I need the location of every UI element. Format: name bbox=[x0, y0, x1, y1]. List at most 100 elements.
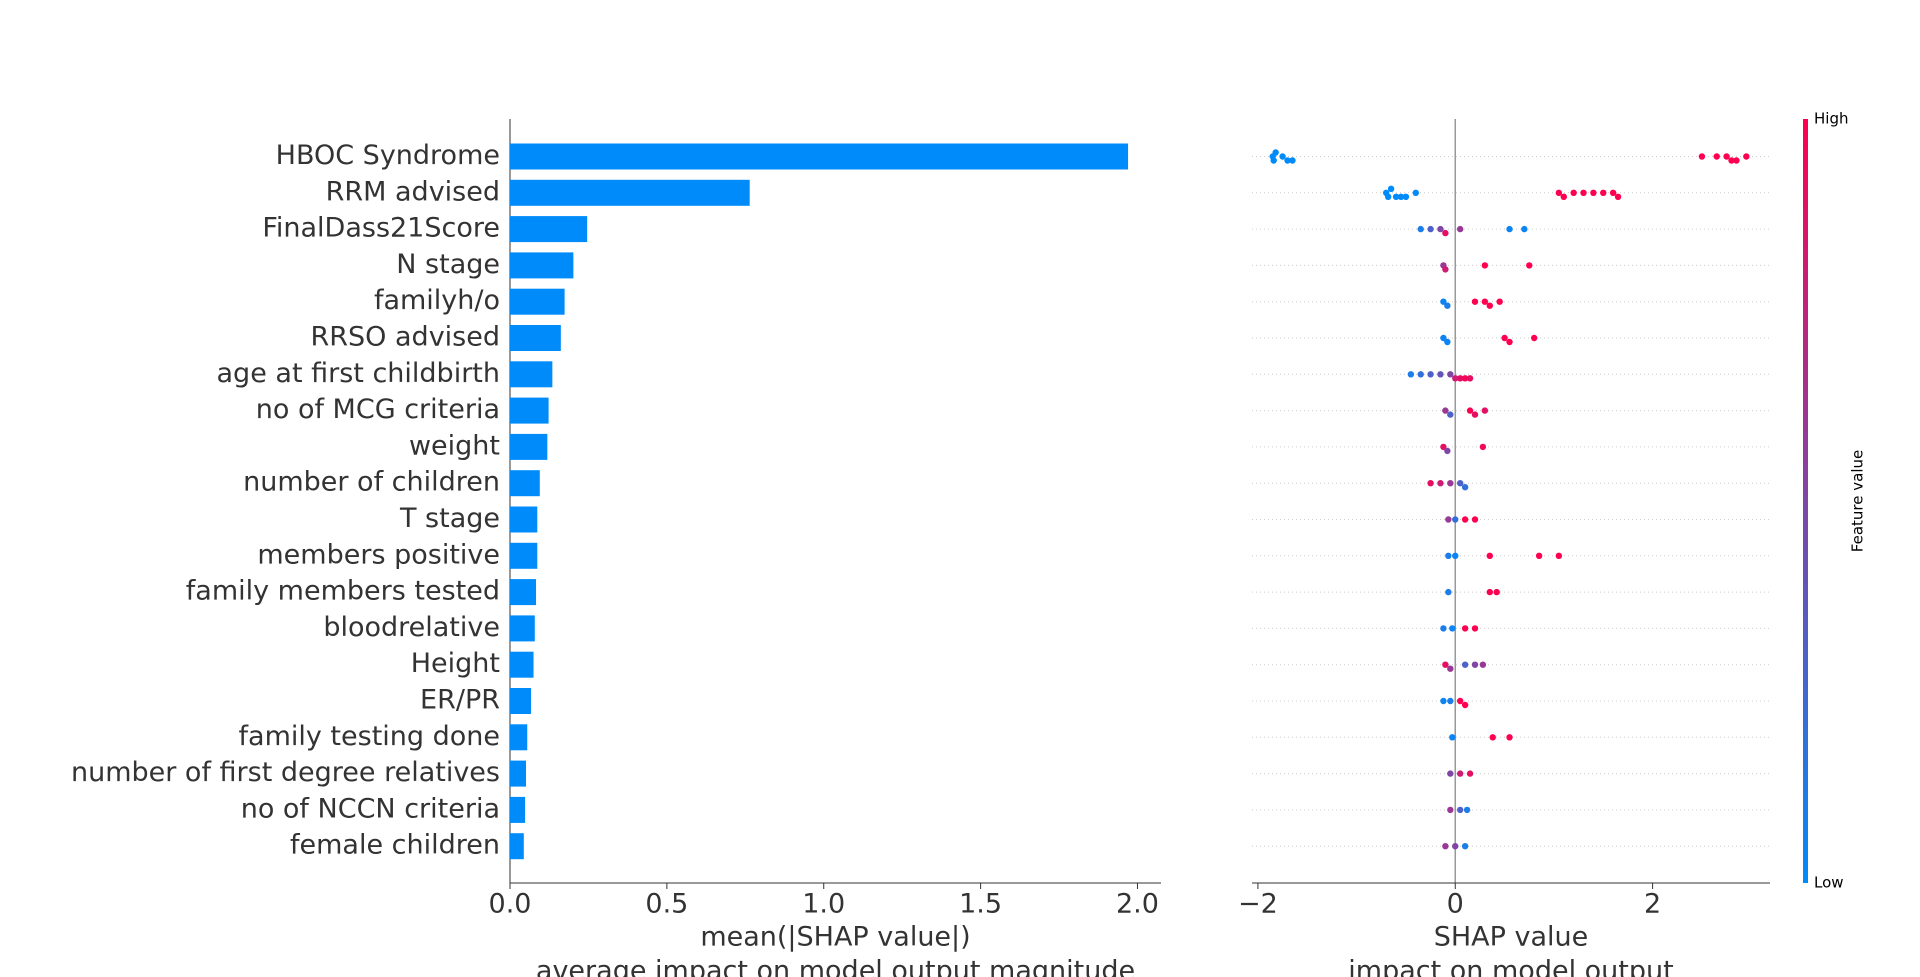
shap-point bbox=[1272, 149, 1279, 156]
bar bbox=[510, 288, 565, 315]
shap-point bbox=[1427, 371, 1434, 378]
shap-point bbox=[1445, 516, 1452, 523]
shap-point bbox=[1452, 516, 1459, 523]
category-label: T stage bbox=[399, 503, 500, 534]
shap-point bbox=[1479, 443, 1487, 451]
x-tick-label: 0.5 bbox=[645, 889, 688, 920]
bar bbox=[510, 252, 574, 279]
shap-point bbox=[1471, 661, 1479, 668]
category-label: family testing done bbox=[239, 721, 500, 752]
shap-point bbox=[1555, 189, 1563, 196]
category-label: familyh/o bbox=[374, 285, 500, 316]
category-label: bloodrelative bbox=[323, 612, 500, 643]
shap-point bbox=[1447, 697, 1454, 705]
category-label: family members tested bbox=[186, 576, 500, 607]
shap-point bbox=[1723, 153, 1730, 160]
shap-point bbox=[1444, 302, 1451, 309]
shap-point bbox=[1427, 480, 1434, 487]
shap-point bbox=[1570, 189, 1577, 196]
shap-point bbox=[1402, 193, 1410, 200]
shap-point bbox=[1493, 588, 1500, 596]
shap-point bbox=[1442, 843, 1449, 850]
shap-point bbox=[1461, 516, 1469, 523]
bar bbox=[510, 361, 553, 388]
shap-point bbox=[1440, 298, 1447, 305]
bar bbox=[510, 579, 537, 606]
bar bbox=[510, 833, 524, 860]
bar bbox=[510, 651, 534, 678]
shap-point bbox=[1284, 157, 1291, 164]
shap-point bbox=[1445, 552, 1452, 559]
colorbar-high: High bbox=[1814, 110, 1848, 128]
shap-point bbox=[1417, 371, 1424, 378]
shap-point bbox=[1506, 338, 1513, 346]
shap-point bbox=[1444, 338, 1451, 346]
bar bbox=[510, 433, 548, 460]
shap-point bbox=[1440, 697, 1447, 705]
shap-point bbox=[1486, 302, 1493, 309]
x-axis-label: mean(|SHAP value|) bbox=[700, 922, 970, 953]
shap-point bbox=[1442, 661, 1449, 668]
x-axis-label: impact on model output bbox=[1348, 956, 1673, 977]
shap-point bbox=[1466, 770, 1474, 777]
shap-point bbox=[1743, 153, 1750, 160]
shap-point bbox=[1733, 157, 1740, 164]
shap-point bbox=[1501, 334, 1508, 342]
shap-point bbox=[1442, 407, 1449, 414]
shap-point bbox=[1440, 443, 1447, 451]
shap-point bbox=[1447, 665, 1454, 672]
category-label: members positive bbox=[257, 539, 500, 570]
category-label: N stage bbox=[396, 249, 500, 280]
shap-point bbox=[1437, 480, 1444, 487]
shap-point bbox=[1486, 588, 1493, 596]
x-tick-label: 2 bbox=[1644, 889, 1661, 920]
bar bbox=[510, 179, 750, 206]
shap-point bbox=[1452, 375, 1459, 382]
shap-point bbox=[1466, 375, 1474, 382]
shap-point bbox=[1456, 375, 1464, 382]
shap-point bbox=[1456, 697, 1464, 705]
shap-point bbox=[1535, 552, 1543, 559]
category-label: age at first childbirth bbox=[217, 358, 500, 389]
bar bbox=[510, 143, 1129, 170]
shap-point bbox=[1463, 806, 1471, 814]
category-label: FinalDass21Score bbox=[262, 213, 500, 244]
bar bbox=[510, 724, 528, 751]
shap-point bbox=[1580, 189, 1587, 196]
x-tick-label: 0 bbox=[1447, 889, 1464, 920]
colorbar-low: Low bbox=[1814, 874, 1844, 892]
category-label: number of children bbox=[243, 467, 500, 498]
shap-point bbox=[1279, 153, 1286, 160]
shap-point bbox=[1471, 298, 1479, 305]
bar bbox=[510, 506, 538, 533]
shap-point bbox=[1609, 189, 1617, 196]
shap-point bbox=[1456, 480, 1464, 487]
shap-point bbox=[1447, 371, 1454, 378]
shap-point bbox=[1506, 225, 1513, 233]
shap-point bbox=[1614, 193, 1622, 200]
shap-point bbox=[1471, 625, 1479, 632]
category-label: RRM advised bbox=[326, 176, 500, 207]
shap-point bbox=[1461, 375, 1469, 382]
shap-point bbox=[1452, 843, 1459, 850]
shap-point bbox=[1270, 157, 1277, 164]
shap-point bbox=[1728, 157, 1735, 164]
shap-point bbox=[1713, 153, 1720, 160]
shap-point bbox=[1456, 806, 1464, 814]
category-label: no of NCCN criteria bbox=[241, 793, 500, 824]
shap-point bbox=[1412, 189, 1419, 196]
shap-point bbox=[1456, 225, 1464, 233]
shap-point bbox=[1481, 262, 1489, 269]
shap-point bbox=[1397, 193, 1405, 200]
category-label: weight bbox=[409, 430, 500, 461]
bar bbox=[510, 470, 540, 497]
shap-point bbox=[1555, 552, 1563, 559]
shap-point bbox=[1384, 193, 1392, 200]
shap-point bbox=[1496, 298, 1503, 305]
shap-point bbox=[1437, 371, 1444, 378]
shap-point bbox=[1407, 371, 1415, 378]
category-label: female children bbox=[290, 830, 500, 861]
shap-point bbox=[1447, 806, 1454, 814]
shap-point bbox=[1698, 153, 1706, 160]
category-label: HBOC Syndrome bbox=[276, 140, 500, 171]
